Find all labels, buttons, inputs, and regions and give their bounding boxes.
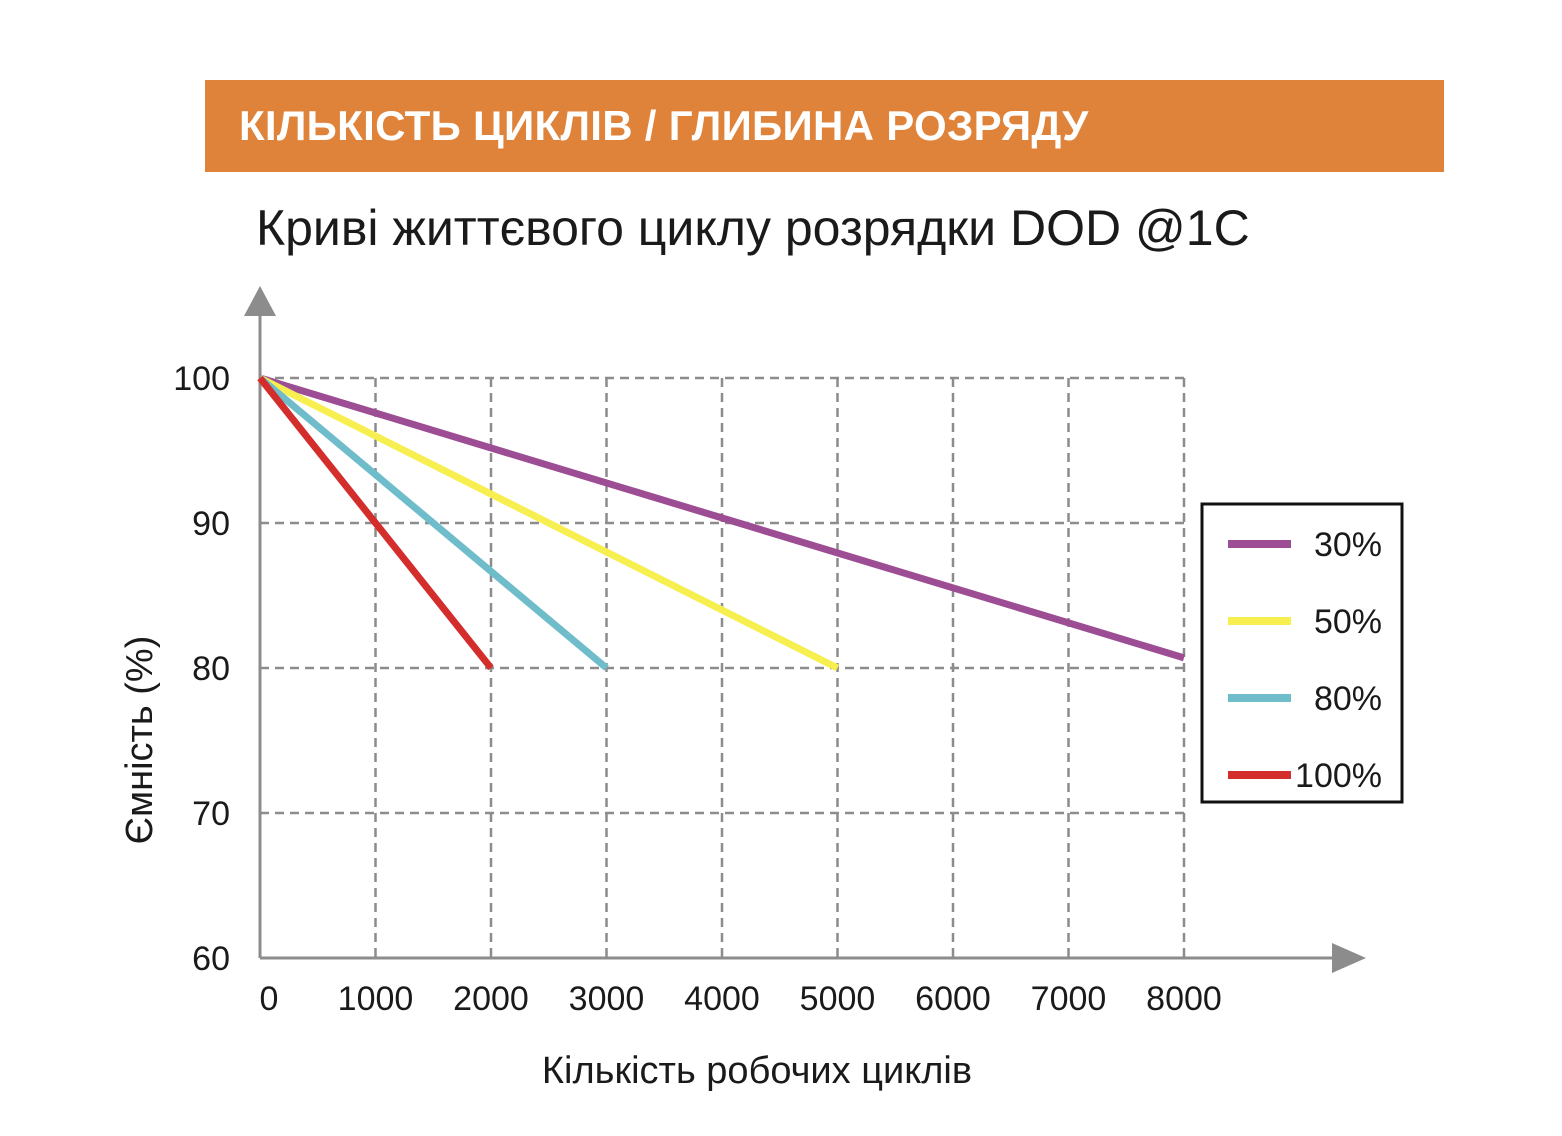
legend-label: 100% xyxy=(1295,757,1382,795)
y-tick-label: 100 xyxy=(173,360,230,398)
legend-label: 80% xyxy=(1314,680,1382,718)
x-tick-label: 4000 xyxy=(684,980,760,1018)
x-axis-arrow-icon xyxy=(1332,943,1366,973)
series-line-2 xyxy=(258,374,840,672)
axis-titles: Кількість робочих циклів Ємність (%) xyxy=(119,636,972,1092)
banner-title: КІЛЬКІСТЬ ЦИКЛІВ / ГЛИБИНА РОЗРЯДУ xyxy=(239,102,1089,149)
data-series xyxy=(257,374,1186,672)
x-tick-label: 8000 xyxy=(1146,980,1222,1018)
y-tick-label: 60 xyxy=(192,940,230,978)
series-line-3 xyxy=(257,375,609,671)
grid-lines xyxy=(260,376,1186,958)
legend: 30% 50% 80% 100% xyxy=(1200,502,1404,804)
x-tick-label: 6000 xyxy=(915,980,991,1018)
series-line-1 xyxy=(258,374,1186,662)
x-tick-label: 7000 xyxy=(1031,980,1107,1018)
x-axis-title: Кількість робочих циклів xyxy=(542,1050,972,1092)
x-tick-label: 0 xyxy=(260,980,279,1018)
y-axis-title: Ємність (%) xyxy=(119,636,161,845)
y-tick-label: 90 xyxy=(192,505,230,543)
x-tick-label: 2000 xyxy=(453,980,529,1018)
chart-title: Криві життєвого циклу розрядки DOD @1C xyxy=(256,200,1250,256)
axes xyxy=(244,286,1366,973)
x-tick-label: 3000 xyxy=(569,980,645,1018)
legend-label: 30% xyxy=(1314,526,1382,564)
y-tick-label: 80 xyxy=(192,650,230,688)
x-tick-label: 1000 xyxy=(338,980,414,1018)
x-tick-label: 5000 xyxy=(800,980,876,1018)
series-line-4 xyxy=(257,375,494,671)
y-axis-arrow-icon xyxy=(244,286,276,316)
legend-label: 50% xyxy=(1314,603,1382,641)
legend-box xyxy=(1200,502,1404,804)
y-tick-label: 70 xyxy=(192,795,230,833)
header-banner: КІЛЬКІСТЬ ЦИКЛІВ / ГЛИБИНА РОЗРЯДУ xyxy=(205,80,1444,172)
